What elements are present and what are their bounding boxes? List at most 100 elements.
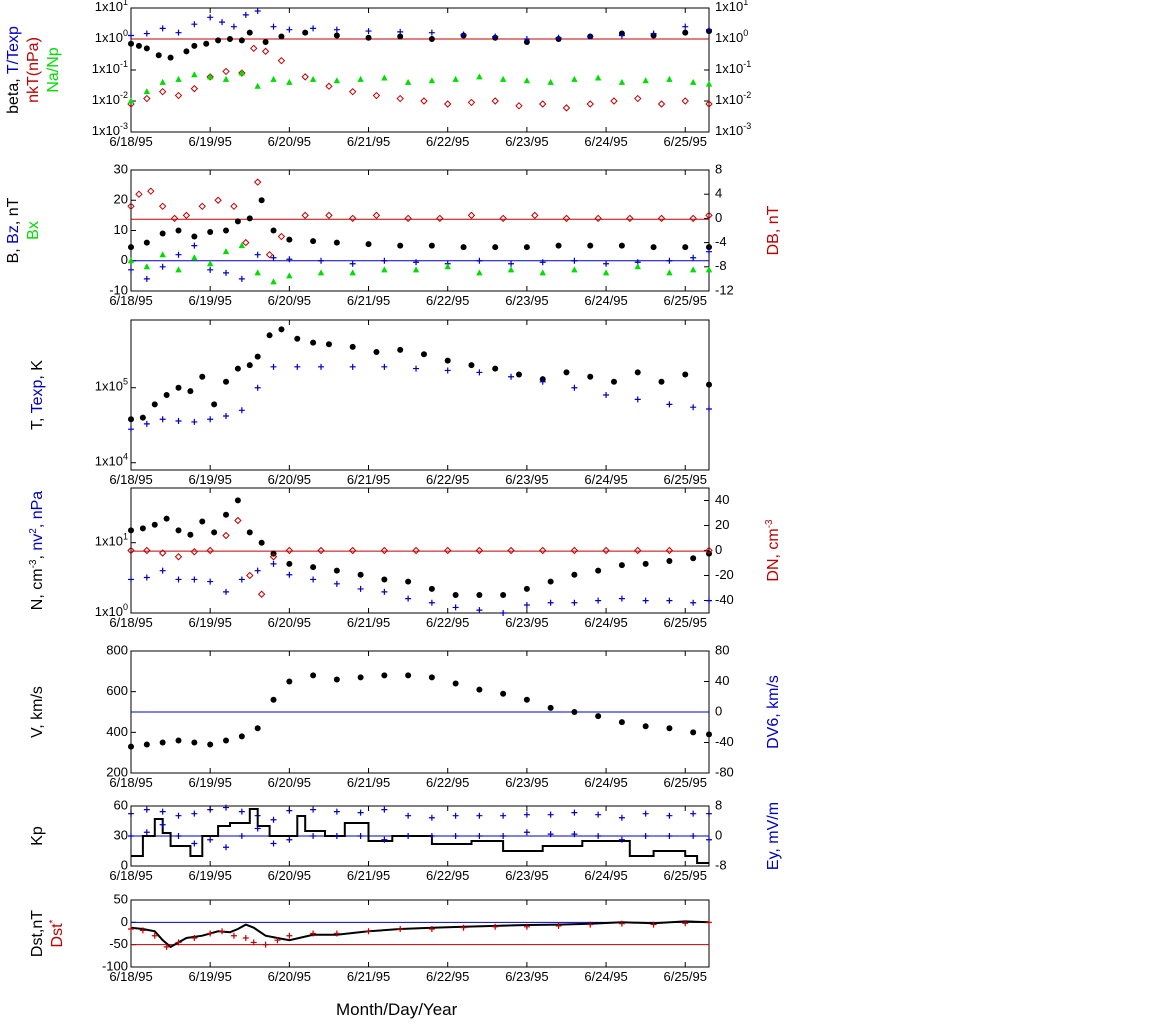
panel-N-n-point (595, 567, 602, 574)
panel-Kp-y-tick-label: 30 (114, 827, 128, 842)
panel-N-nv2-point (175, 576, 182, 583)
panel-N-nv2-point (191, 576, 198, 583)
panel-beta-nanp-point (618, 78, 626, 85)
panel-beta-y-tick-label: 1x101 (95, 0, 128, 14)
panel-T-texp-point (159, 416, 166, 423)
panel-Dst-x-tick-label: 6/25/95 (664, 969, 707, 984)
panel-B-bz-point (238, 275, 245, 282)
panel-B-b-point (555, 242, 562, 249)
panel-T-t-point (610, 378, 617, 385)
panel-B-b-point (333, 239, 340, 246)
panel-T-t-point (420, 351, 427, 358)
panel-V-dv6-point (310, 806, 317, 813)
panel-beta-ttexp-point (219, 19, 226, 26)
panel-beta-nktnpa-point (539, 100, 547, 108)
panel-V-dv6-point (666, 812, 673, 819)
panel-V-x-tick-label: 6/22/95 (426, 775, 469, 790)
panel-beta-y2-tick-label: 1x100 (715, 28, 748, 45)
panel-B-bx-point (317, 269, 325, 276)
panel-N-n-point (128, 527, 134, 534)
panel-N-nv2-point (428, 599, 435, 606)
panel-beta-ttexp-point (365, 28, 372, 35)
panel-beta-ttexp-point (428, 29, 435, 36)
panel-beta-nktnpa-point (562, 104, 571, 112)
panel-B-bx-point (286, 272, 293, 279)
panel-N-dn-point (127, 546, 135, 555)
panel-N-dn-point (444, 546, 452, 555)
panel-beta-nanp-point (357, 75, 364, 82)
panel-Kp-ey-point (381, 836, 388, 843)
panel-V-v-point (381, 672, 388, 679)
panel-V-dv6-point (191, 810, 198, 817)
panel-beta-y-tick-label: 1x10-1 (92, 59, 128, 76)
panel-V-v-point (207, 741, 214, 748)
panel-B-b-point (207, 229, 214, 236)
panel-Kp-ey-point (571, 831, 578, 838)
panel-T-t-point (706, 381, 712, 388)
panel-Dst-y-tick-label: 50 (114, 891, 128, 906)
panel-B-db-point (182, 211, 191, 220)
panel-N-nv2-point (238, 576, 245, 583)
panel-beta-nanp-point (571, 75, 578, 82)
panel-V-y2-tick-label: -80 (715, 764, 734, 779)
panel-V-v-point (223, 737, 230, 744)
panel-beta-beta-point (246, 29, 253, 36)
panel-beta-nktnpa-point (222, 67, 230, 76)
panel-N-dn-point (665, 546, 674, 555)
panel-B-bx-point (689, 266, 697, 273)
panel-N-nv2-point (143, 574, 150, 581)
panel-T-t-point (349, 343, 356, 350)
panel-beta-nktnpa-point (190, 84, 199, 93)
panel-beta-x-tick-label: 6/23/95 (505, 134, 548, 149)
panel-N-x-tick-label: 6/21/95 (347, 615, 390, 630)
panel-N-n-point (211, 529, 218, 536)
panel-Kp-ey-point (175, 833, 182, 839)
panel-T-texp-point (381, 363, 388, 370)
panel-beta-x-tick-label: 6/25/95 (664, 134, 707, 149)
panel-V-v-point (357, 674, 364, 681)
panel-Kp-ey-point (547, 831, 554, 838)
panel-beta-beta-point (215, 37, 222, 44)
panel-Dst-x-tick-label: 6/19/95 (188, 969, 231, 984)
panel-beta-ttexp-point (254, 8, 261, 15)
panel-B-b-point (523, 244, 530, 251)
panel-beta-beta-point (333, 32, 340, 39)
panel-beta-x-tick-label: 6/19/95 (188, 134, 231, 149)
panel-beta-ttexp-point (128, 32, 134, 39)
panel-V-y2-tick-label: -40 (715, 734, 734, 749)
panel-V-dv6-point (143, 806, 150, 813)
panel-B-bz-point (603, 260, 610, 267)
panel-B-db-point (230, 202, 238, 211)
panel-Kp-x-tick-label: 6/23/95 (505, 868, 548, 883)
panel-V-v-point (571, 709, 578, 715)
panel-beta-y-tick-label: 1x100 (95, 28, 128, 45)
panel-beta-ttexp-point (242, 11, 249, 18)
panel-beta-beta-point (155, 52, 162, 59)
panel-B-db-point (265, 250, 274, 259)
panel-Kp-ey-point (428, 833, 435, 839)
panel-T-texp-point (349, 363, 356, 370)
panel-Dst-dst-point (250, 939, 257, 946)
panel-beta-beta-point (523, 39, 530, 46)
panel-N-dn-point (705, 546, 713, 555)
panel-T-x-tick-label: 6/24/95 (584, 472, 627, 487)
panel-T-texp-point (143, 420, 150, 427)
panel-B-x-tick-label: 6/24/95 (584, 293, 627, 308)
panel-T-t-point (325, 341, 332, 348)
panel-B-db-point (277, 232, 286, 241)
panel-beta-nanp-point (270, 75, 277, 82)
panel-N-dn-point (570, 546, 579, 555)
panel-Dst-ylabel2: Dst* (48, 919, 66, 947)
panel-T-texp-point (294, 363, 301, 370)
panel-V-y2-tick-label: 40 (715, 673, 729, 688)
panel-B-b-point (246, 215, 253, 222)
panel-N-y-tick-label: 1x101 (95, 532, 128, 549)
panel-Kp-ey-point (238, 833, 245, 839)
panel-Kp-x-tick-label: 6/18/95 (109, 868, 152, 883)
panel-Dst-dst-point (207, 930, 214, 937)
panel-V-x-tick-label: 6/24/95 (584, 775, 627, 790)
panel-beta-ttexp-point (397, 28, 404, 35)
panel-B-x-tick-label: 6/18/95 (109, 293, 152, 308)
panel-beta-ttexp-point (618, 32, 625, 39)
panel-beta-nanp-point (175, 75, 182, 82)
